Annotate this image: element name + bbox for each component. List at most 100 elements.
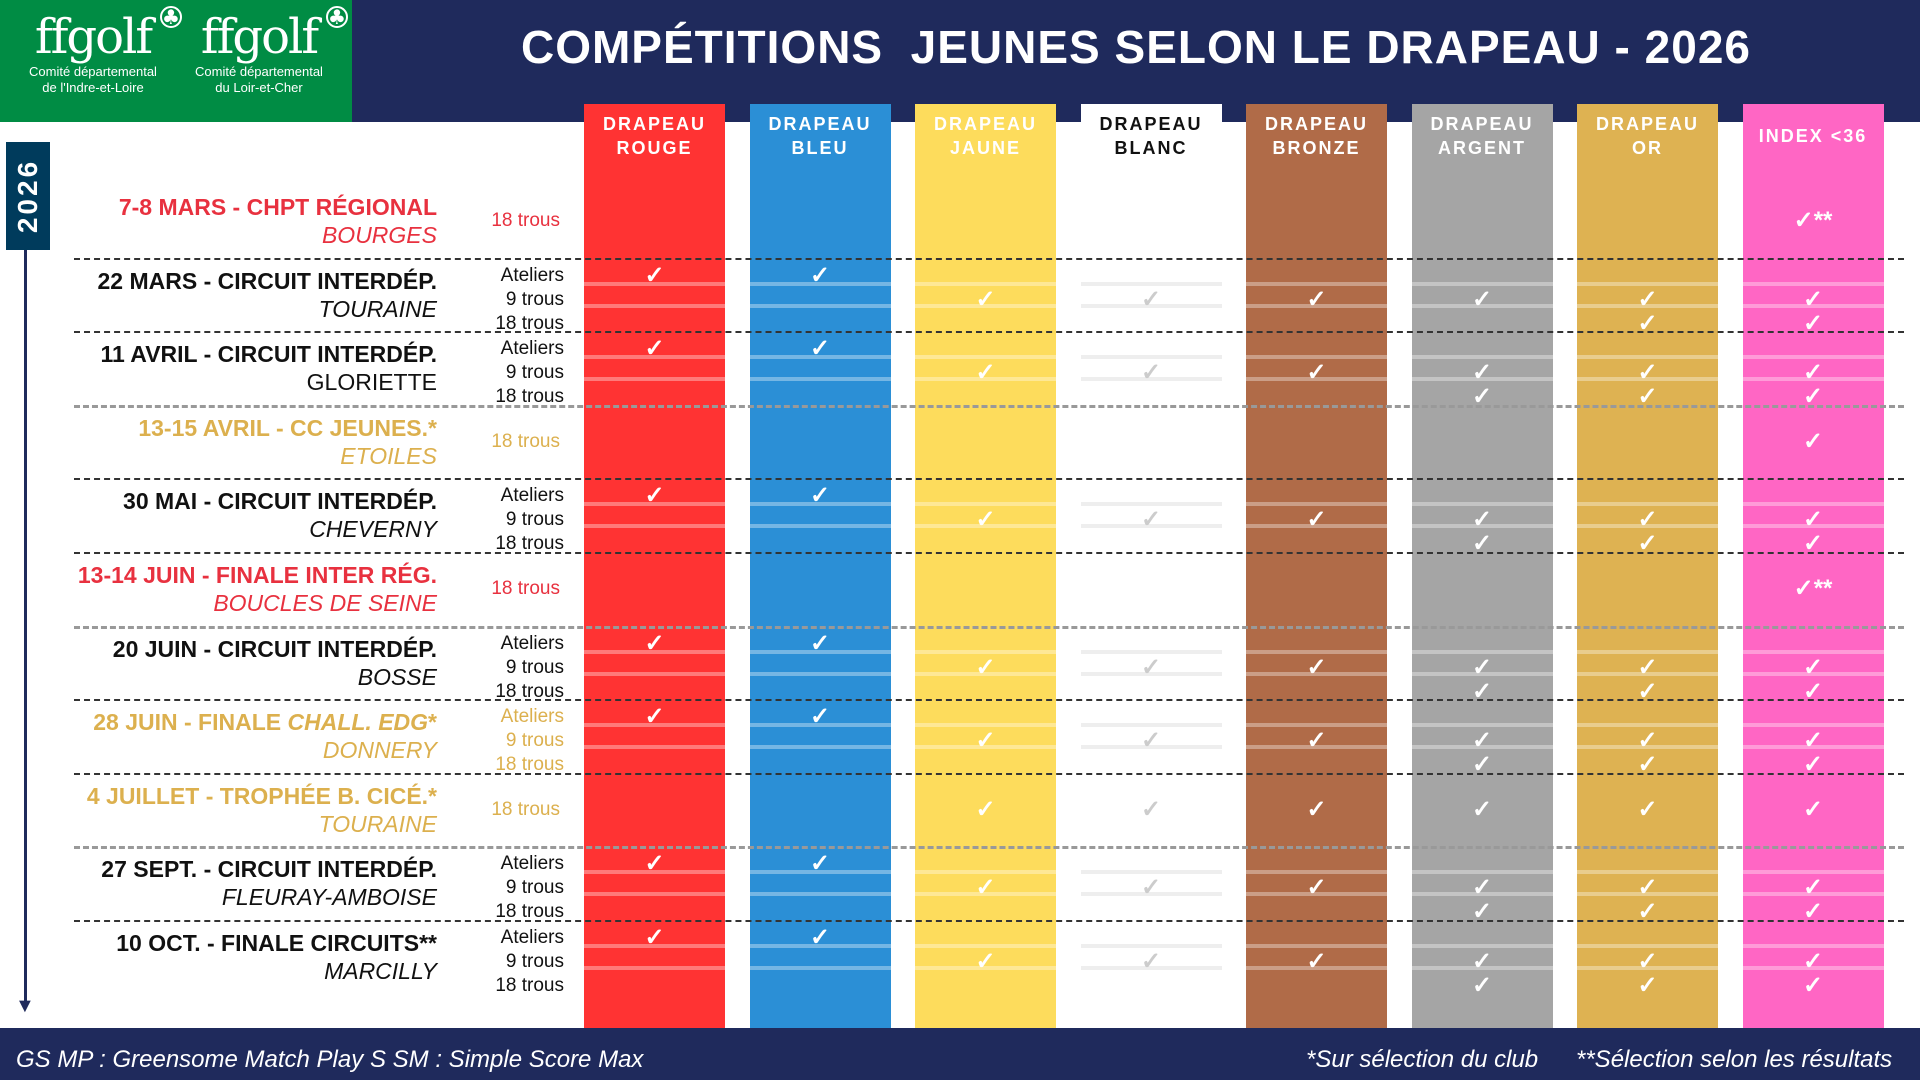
event-title-part: 10 OCT. - FINALE CIRCUITS** — [116, 930, 437, 956]
check-icon: ✓ — [809, 924, 831, 951]
check-icon: ✓ — [809, 850, 831, 878]
check-icon: ✓ — [1802, 898, 1824, 926]
check-icon: ✓ — [975, 506, 996, 534]
event-venue: FLEURAY-AMBOISE — [221, 884, 437, 911]
row-stripe — [749, 944, 891, 948]
row-stripe — [1742, 502, 1884, 507]
row-separator — [74, 920, 1904, 922]
row-stripe — [1577, 966, 1718, 970]
row-stripe — [1246, 524, 1387, 529]
row-stripe — [584, 524, 725, 529]
check-icon: ✓ — [1637, 948, 1658, 975]
row-stripe — [749, 671, 891, 676]
check-icon: ✓ — [1471, 727, 1493, 755]
row-separator — [74, 625, 1904, 629]
row-stripe — [584, 944, 725, 948]
row-stripe — [749, 870, 891, 875]
format-label: Ateliers — [500, 338, 564, 360]
row-stripe — [1246, 870, 1387, 875]
row-stripe — [1577, 671, 1718, 676]
format-label: Ateliers — [500, 706, 564, 728]
row-stripe — [1080, 355, 1222, 360]
check-icon: ✓ — [1471, 359, 1493, 387]
check-icon: ✓ — [1637, 677, 1658, 705]
check-icon: ✓ — [1637, 972, 1658, 999]
row-stripe — [749, 377, 891, 382]
row-stripe — [1411, 303, 1553, 308]
format-label: Ateliers — [500, 485, 564, 507]
check-icon: ✓ — [1140, 948, 1162, 975]
check-icon: ✓ — [975, 948, 996, 975]
row-stripe — [1411, 966, 1553, 970]
check-icon: ✓ — [1306, 653, 1327, 681]
check-icon: ✓ — [1471, 285, 1493, 313]
check-icon: ✓ — [644, 703, 665, 731]
event-title: 13-14 JUIN - FINALE INTER RÉG. — [78, 562, 437, 589]
format-label: 18 trous — [495, 533, 564, 555]
row-separator — [74, 404, 1904, 408]
check-icon: ✓ — [1471, 874, 1493, 902]
check-icon: ✓ — [1471, 506, 1493, 534]
check-icon: ✓ — [1802, 359, 1824, 387]
row-stripe — [1246, 944, 1387, 948]
column-argent: DRAPEAU ARGENT ✓ ✓ ✓ ✓ ✓ ✓ ✓ ✓ ✓ ✓ ✓ ✓ ✓ ✓ — [1411, 104, 1553, 1032]
row-stripe — [584, 649, 725, 654]
check-icon: ✓ — [1306, 795, 1327, 823]
check-icon: ✓ — [1471, 383, 1493, 411]
event-title: 7-8 MARS - CHPT RÉGIONAL — [119, 194, 437, 221]
check-icon: ✓ — [809, 335, 831, 363]
row-stripe — [915, 355, 1056, 360]
row-stripe — [1246, 671, 1387, 676]
column-blanc: DRAPEAU BLANC ✓ ✓ ✓ ✓ ✓ ✓ ✓ ✓ — [1080, 104, 1222, 1032]
row-stripe — [1742, 892, 1884, 897]
check-icon: ✓ — [644, 924, 665, 951]
format-label: 18 trous — [495, 386, 564, 408]
check-icon: ✓ — [644, 482, 665, 510]
event-title-part: 13-14 JUIN - FINALE INTER RÉG. — [77, 562, 437, 588]
row-stripe — [1411, 723, 1553, 728]
column-header-bleu: DRAPEAU BLEU — [768, 114, 872, 158]
check-icon: ✓ — [975, 795, 996, 823]
event-title: 13-15 AVRIL - CC JEUNES.* — [138, 415, 437, 442]
check-icon: ✓ — [1471, 653, 1493, 681]
check-icon: ✓ — [1471, 972, 1493, 999]
column-bleu: DRAPEAU BLEU ✓ ✓ ✓ ✓ ✓ ✓ ✓ — [749, 104, 891, 1032]
check-icon: ✓ — [1802, 874, 1824, 902]
column-header-or: DRAPEAU OR — [1595, 114, 1699, 158]
row-stripe — [1246, 502, 1387, 507]
row-stripe — [1080, 723, 1222, 728]
event-venue: TOURAINE — [318, 810, 437, 837]
row-separator — [74, 846, 1904, 850]
column-header-index: INDEX <36 — [1758, 126, 1868, 146]
row-stripe — [1577, 502, 1718, 507]
check-icon: ✓ — [1140, 653, 1162, 681]
check-icon: ✓ — [644, 629, 665, 657]
row-stripe — [1080, 649, 1222, 654]
row-stripe — [1411, 377, 1553, 382]
row-separator — [74, 699, 1904, 702]
check-icon: ✓ — [1140, 285, 1162, 313]
row-stripe — [915, 944, 1056, 948]
check-icon: ✓ — [1637, 506, 1658, 534]
row-stripe — [1742, 649, 1884, 654]
row-stripe — [1080, 377, 1222, 382]
row-stripe — [584, 671, 725, 676]
format-label: Ateliers — [500, 264, 564, 286]
format-label: 18 trous — [491, 430, 560, 452]
logo-indre-et-loire: ffgolf ♣ Comité départemental de l'Indre-… — [8, 6, 182, 96]
format-label: 9 trous — [505, 509, 564, 531]
check-icon: ✓ — [1637, 751, 1658, 779]
row-stripe — [584, 723, 725, 728]
check-icon: ✓ — [1802, 530, 1824, 558]
row-stripe — [1080, 281, 1222, 286]
row-stripe — [1742, 944, 1884, 948]
row-stripe — [1246, 355, 1387, 360]
row-stripe — [915, 524, 1056, 529]
row-stripe — [749, 524, 891, 529]
check-icon: ✓ — [1140, 359, 1162, 387]
event-title-part: CHALL. EDG — [287, 709, 429, 736]
row-stripe — [584, 303, 725, 308]
column-header-blanc: DRAPEAU BLANC — [1099, 114, 1203, 158]
event-title-part: 20 JUIN - CIRCUIT INTERDÉP. — [112, 635, 437, 662]
event-title: 10 OCT. - FINALE CIRCUITS** — [116, 930, 437, 957]
